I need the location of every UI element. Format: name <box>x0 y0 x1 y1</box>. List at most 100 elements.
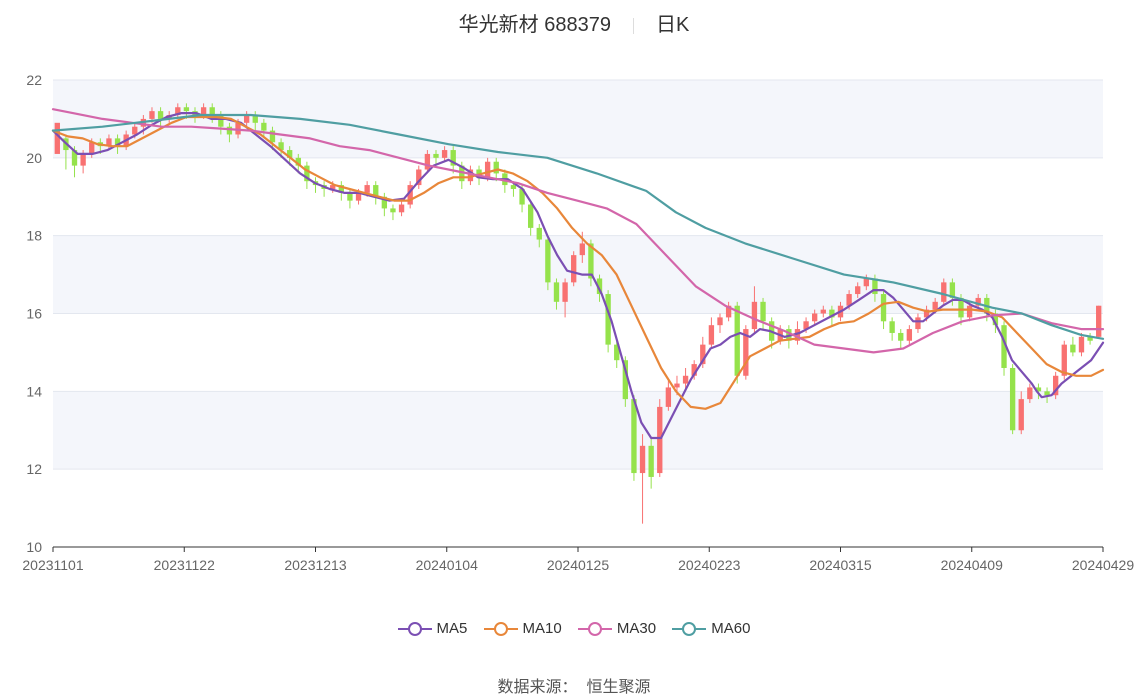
candle-body <box>1070 344 1076 353</box>
candle-body <box>484 161 491 178</box>
candle-body <box>588 243 594 279</box>
y-tick-label: 20 <box>26 150 42 166</box>
candle-body <box>364 185 370 193</box>
candle-body <box>493 161 499 174</box>
candle-body <box>54 122 60 154</box>
candle-body <box>820 309 826 314</box>
source-label: 数据来源： <box>497 679 578 696</box>
grid-band <box>53 391 1103 470</box>
candle-body <box>665 387 672 407</box>
candle-body <box>252 115 258 123</box>
x-tick-label: 20231122 <box>154 557 215 573</box>
candle-body <box>751 301 758 330</box>
x-tick-label: 20240125 <box>547 557 610 573</box>
x-tick-label: 20240315 <box>809 557 872 573</box>
series-line-ma10 <box>51 115 1105 410</box>
candle-body <box>1061 344 1067 376</box>
legend-label-ma30: MA30 <box>616 620 657 637</box>
candle-body <box>89 142 95 154</box>
candle-body <box>863 278 869 287</box>
candle-body <box>1078 336 1085 353</box>
candle-body <box>106 138 112 147</box>
x-tick-label: 20240409 <box>941 557 1004 573</box>
candle-body <box>149 111 155 119</box>
x-tick-label: 20240223 <box>678 557 741 573</box>
candle-body <box>605 294 611 345</box>
candle-body <box>1096 305 1102 337</box>
candle-body <box>992 313 999 326</box>
candle-body <box>381 196 388 209</box>
candle-body <box>183 107 190 112</box>
chart-title: 华光新材 688379 日K <box>0 8 1148 37</box>
candle-body <box>441 150 448 158</box>
series-line-ma60 <box>51 113 1105 340</box>
candlestick-chart: 10 12 14 16 18 20 22 20231101 20231122 20231213 20… <box>22 72 1135 573</box>
y-tick-label: 14 <box>26 383 42 399</box>
candle-body <box>1035 387 1042 392</box>
candle-body <box>975 297 981 306</box>
candle-body <box>812 313 818 322</box>
candle-body <box>527 204 534 228</box>
candle-body <box>743 329 749 376</box>
y-tick-label: 16 <box>26 306 42 322</box>
candle-body <box>200 107 207 116</box>
candle-body <box>338 185 344 193</box>
legend-item-ma30[interactable]: MA30 <box>577 620 657 637</box>
candle-body <box>932 301 938 310</box>
candle-body <box>639 445 646 474</box>
data-source: 数据来源： 恒生聚源 <box>0 673 1148 697</box>
legend-item-ma60[interactable]: MA60 <box>672 620 750 637</box>
candle-body <box>347 192 353 201</box>
candle-body <box>872 278 878 295</box>
y-tick-label: 10 <box>26 539 42 555</box>
series-line-ma5 <box>51 111 1105 440</box>
candle-body <box>760 301 766 322</box>
candle-body <box>734 305 740 376</box>
candle-body <box>1027 387 1033 400</box>
candle-body <box>278 142 284 151</box>
candle-body <box>855 286 861 295</box>
candle-body <box>433 153 439 158</box>
x-tick-label: 20231213 <box>284 557 347 573</box>
candle-body <box>829 309 835 318</box>
candle-body <box>682 375 689 384</box>
candle-body <box>794 329 801 341</box>
candle-body <box>1001 325 1007 368</box>
candle-body <box>708 325 715 345</box>
candle-body <box>889 321 895 333</box>
y-tick-label: 12 <box>26 461 42 477</box>
candle-body <box>803 321 809 330</box>
y-tick-label: 18 <box>26 228 42 244</box>
candle-body <box>390 208 396 213</box>
series-line-ma30 <box>51 108 1105 354</box>
candle-body <box>571 255 577 283</box>
candle-body <box>71 150 78 166</box>
candle-body <box>407 185 413 205</box>
candle-body <box>175 107 181 116</box>
candle-body <box>691 364 697 376</box>
stock-name: 华光新材 688379 <box>458 14 611 36</box>
candle-body <box>596 278 603 295</box>
candle-body <box>631 399 637 474</box>
legend-item-ma10[interactable]: MA10 <box>483 620 562 637</box>
candle-body <box>717 317 723 326</box>
candle-body <box>398 204 405 213</box>
candle-body <box>510 185 517 189</box>
candle-body <box>519 188 525 205</box>
candle-body <box>966 305 973 318</box>
candle-body <box>906 329 913 341</box>
candle-body <box>467 169 474 182</box>
candle-body <box>1087 336 1093 341</box>
legend: MA5 MA10 MA30 MA60 <box>0 620 1148 641</box>
candle-body <box>657 406 663 474</box>
candle-body <box>459 165 465 182</box>
candle-body <box>295 157 301 166</box>
candle-body <box>923 309 930 318</box>
y-tick-label: 22 <box>26 72 42 88</box>
candle-body <box>648 445 654 477</box>
legend-item-ma5[interactable]: MA5 <box>397 620 467 637</box>
legend-label-ma10: MA10 <box>522 620 562 637</box>
candle-body <box>424 153 431 170</box>
candle-body <box>209 107 215 116</box>
x-tick-label: 20240429 <box>1072 557 1135 573</box>
